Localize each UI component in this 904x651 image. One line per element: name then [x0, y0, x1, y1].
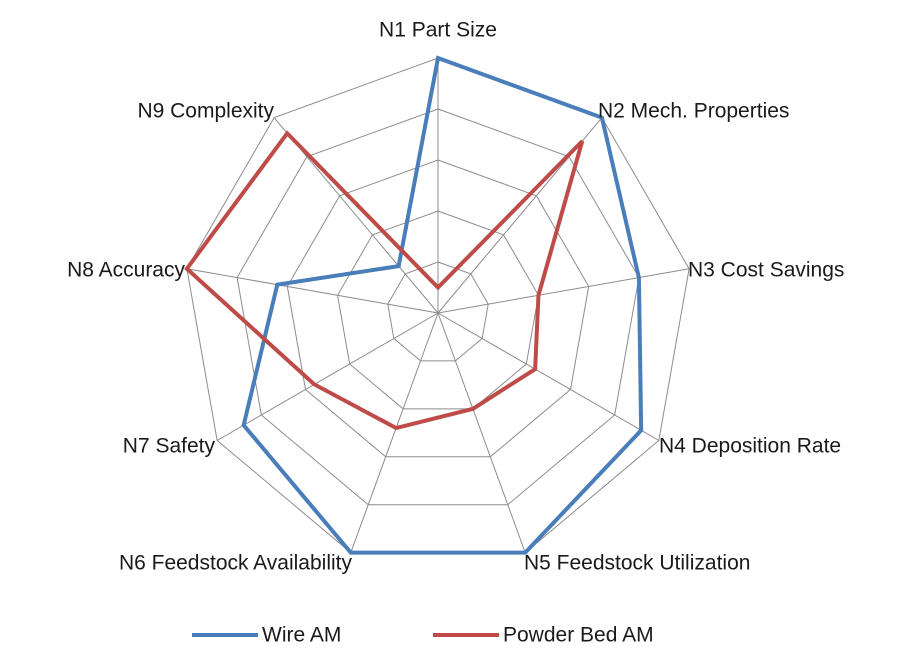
axis-spoke-5 [437, 312, 526, 553]
axis-label-n4: N4 Deposition Rate [659, 435, 841, 458]
legend: Wire AM Powder Bed AM [192, 624, 654, 647]
axis-label-n9: N9 Complexity [137, 100, 274, 123]
axis-spoke-3 [437, 268, 690, 314]
axis-label-n5: N5 Feedstock Utilization [524, 552, 750, 575]
axis-label-n2: N2 Mech. Properties [598, 100, 789, 123]
grid-ring-3 [286, 159, 590, 458]
grid-ring-2 [337, 210, 539, 410]
series-line-wire-am [241, 55, 644, 555]
axis-label-n1: N1 Part Size [379, 19, 497, 42]
radar-series [184, 55, 644, 555]
radar-grid [186, 57, 690, 554]
legend-label-wire-am: Wire AM [262, 624, 341, 647]
axis-spoke-4 [437, 312, 660, 441]
legend-label-powder-bed-am: Powder Bed AM [503, 624, 654, 647]
axis-spoke-8 [186, 268, 439, 314]
series-line-powder-bed-am [184, 130, 585, 431]
axis-label-n3: N3 Cost Savings [688, 259, 844, 282]
axis-labels: N1 Part Size N2 Mech. Properties N3 Cost S… [67, 19, 844, 575]
axis-spoke-6 [350, 312, 439, 553]
grid-ring-1 [387, 261, 489, 362]
axis-label-n7: N7 Safety [123, 435, 216, 458]
axis-label-n8: N8 Accuracy [67, 259, 185, 282]
axis-spoke-7 [216, 312, 439, 441]
grid-ring-4 [236, 108, 640, 506]
axis-label-n6: N6 Feedstock Availability [119, 552, 353, 575]
